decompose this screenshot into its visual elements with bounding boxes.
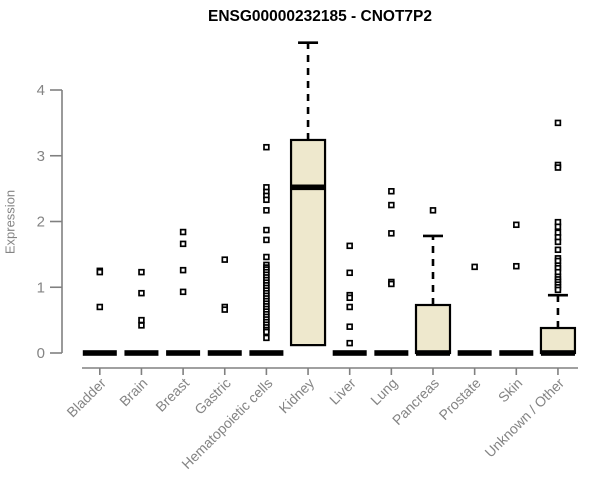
y-tick-label-4: 4 xyxy=(37,82,45,99)
x-tick-label-brain: Brain xyxy=(116,375,150,409)
outlier-unknown-other-8 xyxy=(554,246,562,254)
chart-title: ENSG00000232185 - CNOT7P2 xyxy=(207,8,433,25)
outlier-skin-1 xyxy=(513,262,520,270)
outlier-hematopoietic-cells-36 xyxy=(263,334,270,342)
outlier-liver-5 xyxy=(346,323,353,330)
median-gastric xyxy=(207,350,242,356)
outlier-hematopoietic-cells-0 xyxy=(263,143,270,151)
outlier-lung-2 xyxy=(388,230,395,237)
x-tick-label-bladder: Bladder xyxy=(63,375,109,421)
median-pancreas xyxy=(416,350,450,356)
outlier-unknown-other-0 xyxy=(554,119,562,127)
outlier-liver-1 xyxy=(346,269,353,277)
outlier-hematopoietic-cells-4 xyxy=(263,196,270,204)
outlier-hematopoietic-cells-8 xyxy=(263,253,270,261)
x-tick-label-kidney: Kidney xyxy=(276,375,318,417)
outlier-brain-1 xyxy=(138,289,145,297)
outlier-unknown-other-4 xyxy=(554,223,562,231)
outlier-skin-0 xyxy=(513,221,520,229)
median-kidney xyxy=(291,184,326,191)
outlier-unknown-other-19 xyxy=(554,286,562,294)
median-brain xyxy=(124,350,159,356)
outlier-unknown-other-2 xyxy=(554,164,562,171)
outlier-lung-4 xyxy=(388,280,395,288)
outlier-hematopoietic-cells-6 xyxy=(263,226,270,234)
outlier-bladder-2 xyxy=(96,303,104,311)
y-tick-label-3: 3 xyxy=(37,148,45,165)
median-skin xyxy=(499,350,534,356)
y-tick-label-0: 0 xyxy=(37,345,45,362)
outlier-unknown-other-7 xyxy=(554,238,562,246)
outlier-lung-0 xyxy=(388,188,395,195)
x-tick-label-liver: Liver xyxy=(326,375,359,408)
median-prostate xyxy=(457,350,492,356)
outlier-liver-0 xyxy=(346,242,353,250)
x-tick-label-breast: Breast xyxy=(152,375,192,415)
median-bladder xyxy=(82,350,117,356)
x-tick-label-unknown-other: Unknown / Other xyxy=(481,375,567,461)
median-breast xyxy=(166,350,201,356)
x-tick-label-skin: Skin xyxy=(495,375,526,406)
outlier-bladder-1 xyxy=(96,268,104,276)
x-tick-label-lung: Lung xyxy=(367,375,400,408)
outlier-hematopoietic-cells-5 xyxy=(263,207,270,214)
outlier-lung-1 xyxy=(388,201,395,209)
y-axis-title: Expression xyxy=(2,189,18,255)
median-liver xyxy=(332,350,367,356)
outlier-breast-3 xyxy=(179,288,187,296)
outlier-gastric-0 xyxy=(221,256,229,263)
box-unknown-other xyxy=(539,326,577,355)
median-hematopoietic-cells xyxy=(249,350,284,356)
outlier-brain-0 xyxy=(138,268,145,276)
box-pancreas xyxy=(414,303,452,355)
y-tick-label-1: 1 xyxy=(37,279,45,296)
outlier-liver-6 xyxy=(346,339,353,347)
outlier-breast-1 xyxy=(179,240,187,248)
outlier-hematopoietic-cells-35 xyxy=(263,328,270,336)
y-tick-label-2: 2 xyxy=(37,214,45,231)
outlier-brain-2 xyxy=(138,316,145,324)
outlier-breast-0 xyxy=(179,228,187,236)
outlier-pancreas-0 xyxy=(429,207,437,214)
outlier-hematopoietic-cells-7 xyxy=(263,236,270,244)
outlier-gastric-2 xyxy=(221,306,229,313)
x-tick-label-prostate: Prostate xyxy=(436,375,484,423)
median-unknown-other xyxy=(540,350,575,356)
box-kidney xyxy=(289,138,327,347)
median-lung xyxy=(374,350,409,356)
outlier-prostate-0 xyxy=(471,263,478,271)
outlier-liver-3 xyxy=(346,294,353,302)
outlier-brain-3 xyxy=(138,322,145,329)
outlier-liver-4 xyxy=(346,303,353,311)
outlier-breast-2 xyxy=(179,266,187,274)
